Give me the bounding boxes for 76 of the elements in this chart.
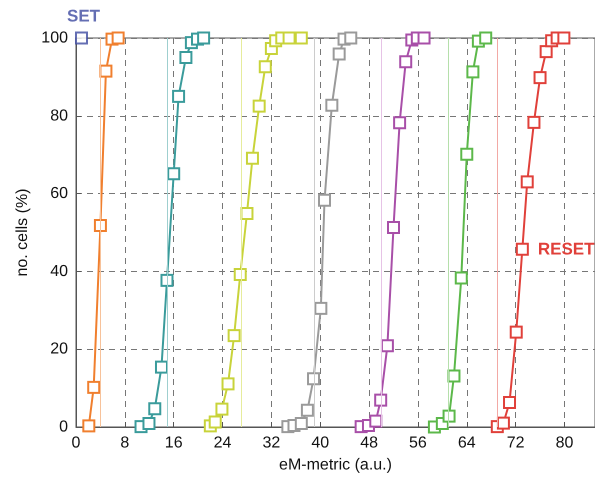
point [447, 370, 460, 383]
point [208, 415, 222, 428]
point [154, 360, 168, 374]
point [300, 404, 314, 417]
point [240, 206, 254, 220]
point [74, 32, 88, 44]
point [318, 194, 332, 207]
point [460, 148, 474, 161]
point [466, 65, 480, 78]
y-tick-label: 100 [41, 30, 68, 46]
series-label: RESET [538, 240, 595, 259]
y-tick-label: 0 [59, 418, 68, 436]
point [258, 60, 272, 74]
point [94, 219, 107, 232]
x-tick-label: 32 [262, 434, 280, 452]
point [374, 394, 388, 407]
x-tick-label: 16 [164, 434, 183, 452]
point [215, 402, 228, 416]
point [380, 339, 394, 352]
point [454, 272, 468, 285]
point [332, 47, 346, 60]
point [496, 416, 510, 430]
point [418, 32, 431, 44]
point [399, 55, 412, 68]
point [222, 377, 235, 390]
point [540, 45, 553, 58]
y-axis-title: no. cells (%) [14, 188, 31, 277]
point [369, 414, 382, 428]
x-tick-label: 56 [409, 434, 427, 452]
x-tick-label: 80 [556, 434, 574, 452]
point [87, 380, 100, 394]
point [442, 410, 456, 423]
y-tick-label: 40 [50, 262, 68, 280]
y-tick-label: 20 [50, 340, 68, 358]
point [142, 417, 156, 430]
point [314, 302, 328, 315]
point [246, 152, 259, 165]
point [234, 268, 247, 282]
point [527, 116, 540, 129]
point [534, 71, 547, 84]
point [516, 242, 529, 256]
point [294, 417, 308, 430]
point [520, 175, 534, 188]
x-tick-label: 48 [360, 434, 378, 452]
series-label: SET [66, 6, 101, 26]
point [307, 372, 320, 386]
point [179, 50, 192, 64]
point [282, 32, 296, 44]
point [325, 98, 338, 112]
point [82, 419, 96, 432]
point [228, 329, 241, 342]
y-tick-label: 60 [50, 185, 68, 202]
point [112, 32, 125, 44]
x-tick-label: 0 [72, 434, 81, 452]
point [197, 32, 210, 44]
point [503, 396, 516, 409]
point [393, 116, 406, 130]
point [148, 402, 162, 416]
point [557, 32, 570, 44]
point [510, 326, 523, 339]
point [387, 220, 400, 234]
x-axis-title: eM-metric (a.u.) [279, 456, 392, 474]
point [294, 32, 308, 44]
point [167, 167, 180, 180]
point [344, 32, 358, 44]
point [172, 90, 186, 103]
point [479, 32, 492, 44]
x-tick-label: 24 [214, 434, 232, 452]
point [160, 274, 174, 287]
x-tick-label: 40 [311, 434, 330, 452]
y-tick-label: 80 [50, 107, 68, 124]
point [99, 64, 112, 78]
x-tick-label: 64 [458, 434, 476, 452]
point [252, 100, 266, 113]
x-tick-label: 8 [120, 434, 130, 452]
x-tick-label: 72 [506, 434, 525, 452]
